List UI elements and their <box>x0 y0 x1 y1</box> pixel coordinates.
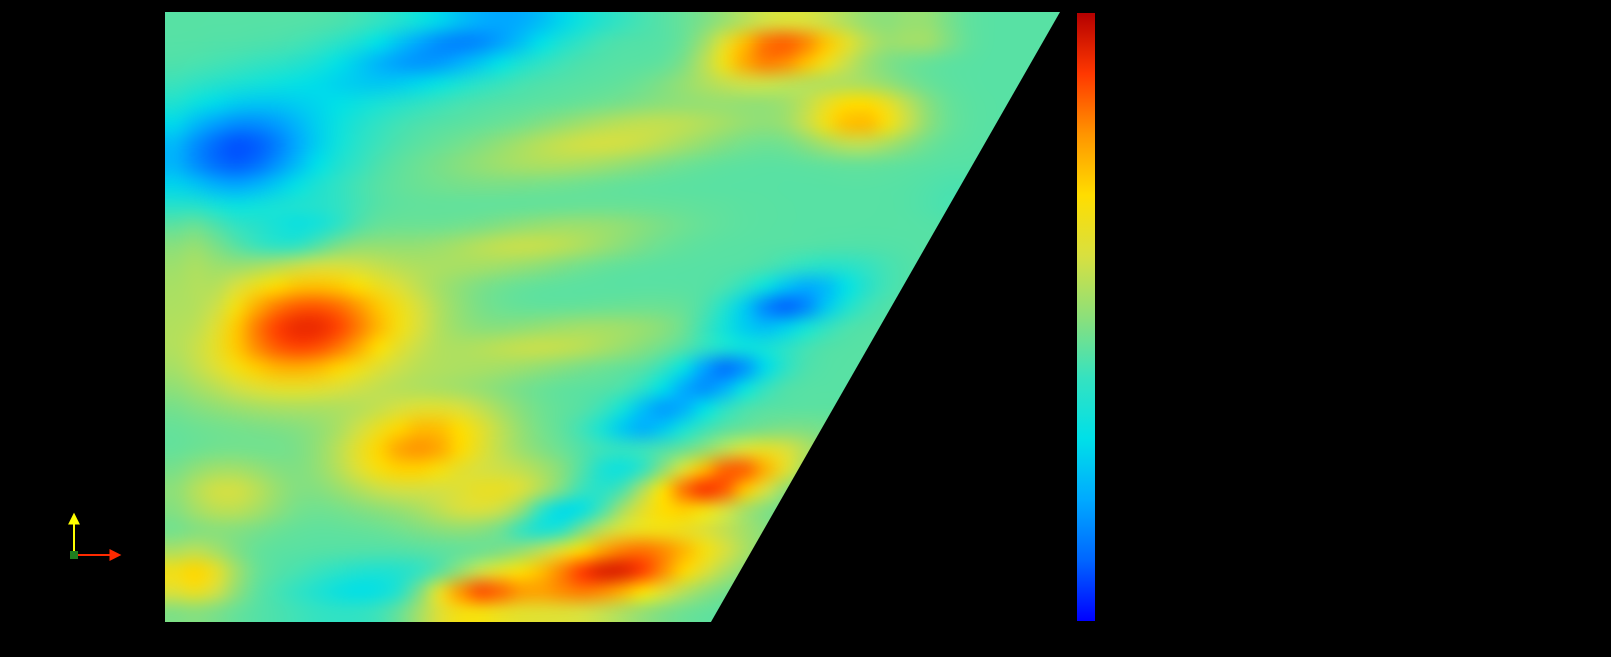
visualization-viewport[interactable] <box>0 0 1611 657</box>
colorbar-ticks <box>1095 13 1101 621</box>
colorbar-gradient <box>1077 13 1095 621</box>
axis-triad[interactable] <box>60 505 130 575</box>
axis-triad-svg <box>60 505 130 575</box>
z-axis-origin-icon <box>70 551 78 559</box>
heatmap-region[interactable] <box>165 12 1060 622</box>
colorbar[interactable] <box>1077 13 1095 621</box>
heatmap-canvas <box>165 12 1060 622</box>
heatmap-clip-shape <box>165 12 1060 622</box>
